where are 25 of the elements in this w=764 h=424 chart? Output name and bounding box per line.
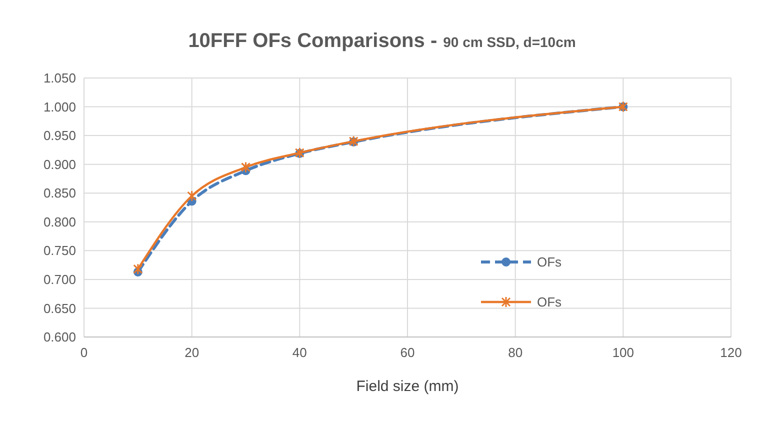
x-tick-label: 100 <box>612 345 634 360</box>
y-tick-label: 1.050 <box>43 70 76 86</box>
x-tick-label: 80 <box>508 345 523 360</box>
chart-title: 10FFF OFs Comparisons - <box>188 30 438 52</box>
point <box>187 190 197 202</box>
legend-label: OFs <box>537 254 562 270</box>
y-tick-label: 0.750 <box>43 243 76 258</box>
x-tick-label: 20 <box>184 345 200 360</box>
x-tick-label: 120 <box>720 345 742 360</box>
y-tick-label: 0.900 <box>43 156 76 172</box>
y-tick-label: 0.700 <box>43 272 76 287</box>
y-tick-label: 0.650 <box>43 300 76 316</box>
legend-label: OFs <box>537 294 562 310</box>
point <box>241 161 250 173</box>
y-tick-label: 0.600 <box>43 330 76 345</box>
point <box>133 263 143 275</box>
x-tick-label: 0 <box>80 345 88 360</box>
y-tick-label: 0.800 <box>43 214 76 230</box>
x-tick-label: 60 <box>400 345 415 360</box>
x-axis-title: Field size (mm) <box>356 378 459 395</box>
y-tick-label: 1.000 <box>43 99 76 114</box>
x-tick-label: 40 <box>292 345 307 360</box>
chart-subtitle: 90 cm SSD, d=10cm <box>443 34 576 50</box>
y-tick-label: 0.950 <box>43 128 76 144</box>
y-tick-label: 0.850 <box>43 186 76 201</box>
